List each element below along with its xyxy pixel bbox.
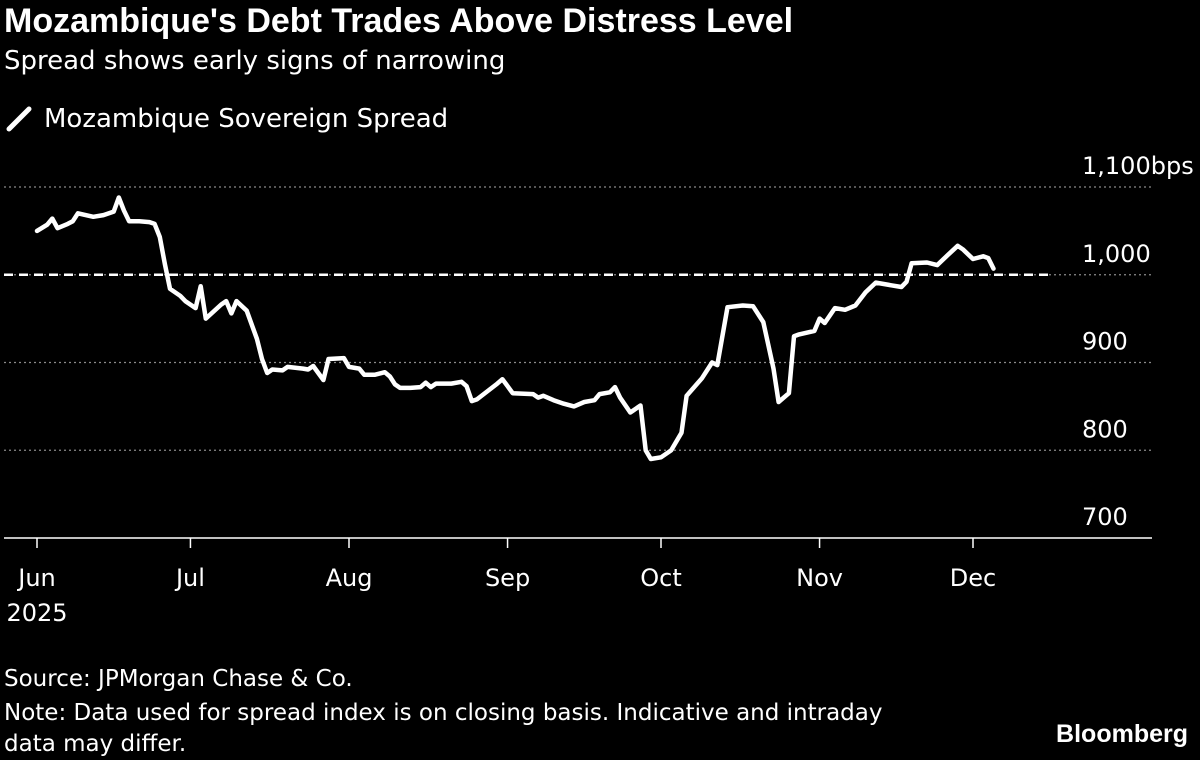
y-tick-label: 1,100bps [1082, 152, 1194, 180]
y-tick-label: 900 [1082, 328, 1128, 356]
x-axis [4, 537, 1152, 548]
legend-label: Mozambique Sovereign Spread [44, 104, 449, 134]
x-tick-label: Jun [16, 564, 56, 592]
legend-line-icon [6, 106, 32, 132]
x-tick-label: Sep [485, 564, 530, 592]
x-tick-label: Nov [796, 564, 843, 592]
line-chart: 1,100bps 1,000 900 800 700 Jun 2025 Jul Aug Sep O… [4, 152, 1194, 627]
series-line-mozambique-spread [34, 195, 996, 462]
y-tick-label: 700 [1082, 503, 1128, 531]
y-tick-label: 800 [1082, 415, 1128, 443]
source-text: Source: JPMorgan Chase & Co. [4, 666, 353, 692]
x-tick-sublabel: 2025 [6, 599, 67, 627]
series-lines [34, 195, 996, 462]
x-tick-label: Dec [950, 564, 996, 592]
y-tick-label: 1,000 [1082, 240, 1151, 268]
x-tick-label: Aug [326, 564, 373, 592]
bloomberg-logo: Bloomberg [1056, 720, 1188, 748]
y-unit-label: bps [1151, 152, 1194, 180]
gridlines [4, 186, 1152, 451]
chart-subtitle: Spread shows early signs of narrowing [4, 46, 506, 76]
x-axis-labels: Jun 2025 Jul Aug Sep Oct Nov Dec [6, 564, 996, 627]
y-axis-labels: 1,100bps 1,000 900 800 700 [1082, 152, 1194, 531]
chart-title: Mozambique's Debt Trades Above Distress … [4, 2, 794, 40]
x-tick-label: Jul [174, 564, 205, 592]
note-text: Note: Data used for spread index is on c… [4, 700, 883, 757]
legend: Mozambique Sovereign Spread [4, 104, 448, 134]
x-tick-label: Oct [640, 564, 682, 592]
